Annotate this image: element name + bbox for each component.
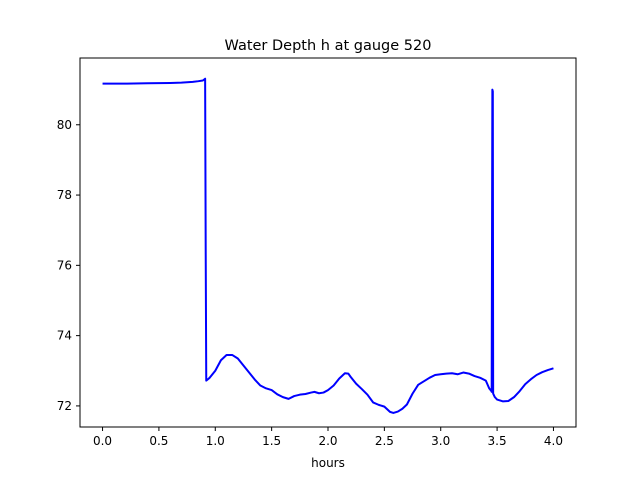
x-tick-label: 2.5 <box>375 434 394 448</box>
y-tick-label: 72 <box>57 399 72 413</box>
x-tick-label: 0.0 <box>93 434 112 448</box>
y-tick-label: 74 <box>57 329 72 343</box>
chart-title: Water Depth h at gauge 520 <box>225 38 432 54</box>
y-axis-ticks: 72 74 76 78 80 <box>57 118 80 413</box>
x-tick-label: 2.0 <box>318 434 337 448</box>
x-tick-label: 3.5 <box>488 434 507 448</box>
y-tick-label: 80 <box>57 118 72 132</box>
x-axis-label: hours <box>311 456 345 470</box>
x-tick-label: 3.0 <box>431 434 450 448</box>
x-tick-label: 1.5 <box>262 434 281 448</box>
x-tick-label: 4.0 <box>544 434 563 448</box>
y-tick-label: 76 <box>57 258 72 272</box>
plot-area <box>80 58 576 427</box>
plot-frame <box>79 57 577 428</box>
y-tick-label: 78 <box>57 188 72 202</box>
x-tick-label: 1.0 <box>206 434 225 448</box>
x-axis-ticks: 0.0 0.5 1.0 1.5 2.0 2.5 3.0 3.5 4.0 <box>93 427 563 448</box>
series-line-0 <box>102 77 554 414</box>
x-tick-label: 0.5 <box>149 434 168 448</box>
series-layer <box>102 77 554 414</box>
